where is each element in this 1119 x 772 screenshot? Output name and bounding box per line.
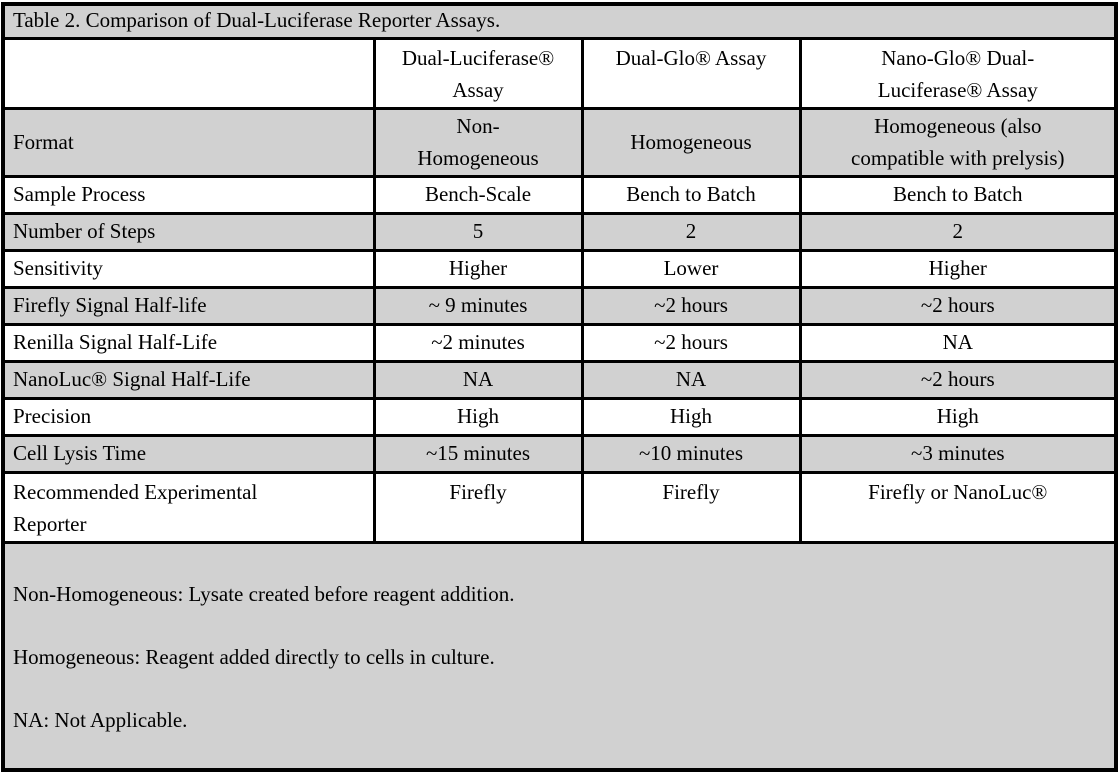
cell-value: Non- Homogeneous <box>372 107 584 178</box>
cell-value: Firefly <box>372 471 584 544</box>
cell-value: ~2 minutes <box>372 323 584 363</box>
table-row-nanoluc-signal-half-life: NanoLuc® Signal Half-Life NA NA ~2 hours <box>1 360 1118 400</box>
row-label: Sample Process <box>1 175 376 215</box>
table-row-firefly-signal-half-life: Firefly Signal Half-life ~ 9 minutes ~2 … <box>1 286 1118 326</box>
table-title-row: Table 2. Comparison of Dual-Luciferase R… <box>1 2 1118 40</box>
cell-value: ~2 hours <box>580 323 802 363</box>
row-label: Sensitivity <box>1 249 376 289</box>
column-header-dual-luciferase-assay: Dual-Luciferase® Assay <box>372 37 584 110</box>
cell-value: High <box>798 397 1118 437</box>
table-row-recommended-experimental-reporter: Recommended Experimental Reporter Firefl… <box>1 471 1118 544</box>
cell-value: ~2 hours <box>580 286 802 326</box>
cell-value: High <box>372 397 584 437</box>
row-label: Cell Lysis Time <box>1 434 376 474</box>
column-header-empty <box>1 37 376 110</box>
cell-value: 5 <box>372 212 584 252</box>
cell-value: High <box>580 397 802 437</box>
row-label: Renilla Signal Half-Life <box>1 323 376 363</box>
footnotes-cell: Non-Homogeneous: Lysate created before r… <box>1 541 1118 771</box>
table-row-format: Format Non- Homogeneous Homogeneous Homo… <box>1 107 1118 178</box>
row-label: Firefly Signal Half-life <box>1 286 376 326</box>
cell-value: 2 <box>580 212 802 252</box>
table-row-sensitivity: Sensitivity Higher Lower Higher <box>1 249 1118 289</box>
cell-value: Firefly <box>580 471 802 544</box>
cell-value: Bench-Scale <box>372 175 584 215</box>
cell-value: ~2 hours <box>798 286 1118 326</box>
footnote-non-homogeneous: Non-Homogeneous: Lysate created before r… <box>13 581 515 606</box>
table-title: Table 2. Comparison of Dual-Luciferase R… <box>1 2 1118 40</box>
cell-value: ~15 minutes <box>372 434 584 474</box>
cell-value: NA <box>798 323 1118 363</box>
table-row-sample-process: Sample Process Bench-Scale Bench to Batc… <box>1 175 1118 215</box>
cell-value: Higher <box>798 249 1118 289</box>
cell-value: Homogeneous <box>580 107 802 178</box>
footnote-homogeneous: Homogeneous: Reagent added directly to c… <box>13 644 495 669</box>
cell-value: ~2 hours <box>798 360 1118 400</box>
column-header-row: Dual-Luciferase® Assay Dual-Glo® Assay N… <box>1 37 1118 110</box>
cell-value: NA <box>372 360 584 400</box>
row-label: Format <box>1 107 376 178</box>
table-row-precision: Precision High High High <box>1 397 1118 437</box>
column-header-nano-glo-dual-luciferase-assay: Nano-Glo® Dual- Luciferase® Assay <box>798 37 1118 110</box>
footnote-na: NA: Not Applicable. <box>13 707 188 732</box>
cell-value: 2 <box>798 212 1118 252</box>
cell-value: Homogeneous (also compatible with prelys… <box>798 107 1118 178</box>
table-row-number-of-steps: Number of Steps 5 2 2 <box>1 212 1118 252</box>
cell-value: Bench to Batch <box>580 175 802 215</box>
cell-value: Bench to Batch <box>798 175 1118 215</box>
cell-value: ~3 minutes <box>798 434 1118 474</box>
cell-value: NA <box>580 360 802 400</box>
cell-value: Higher <box>372 249 584 289</box>
row-label: Precision <box>1 397 376 437</box>
cell-value: ~10 minutes <box>580 434 802 474</box>
table-row-renilla-signal-half-life: Renilla Signal Half-Life ~2 minutes ~2 h… <box>1 323 1118 363</box>
row-label: Number of Steps <box>1 212 376 252</box>
cell-value: ~ 9 minutes <box>372 286 584 326</box>
column-header-dual-glo-assay: Dual-Glo® Assay <box>580 37 802 110</box>
row-label: Recommended Experimental Reporter <box>1 471 376 544</box>
row-label: NanoLuc® Signal Half-Life <box>1 360 376 400</box>
footnotes-row: Non-Homogeneous: Lysate created before r… <box>1 541 1118 771</box>
table-row-cell-lysis-time: Cell Lysis Time ~15 minutes ~10 minutes … <box>1 434 1118 474</box>
cell-value: Lower <box>580 249 802 289</box>
cell-value: Firefly or NanoLuc® <box>798 471 1118 544</box>
